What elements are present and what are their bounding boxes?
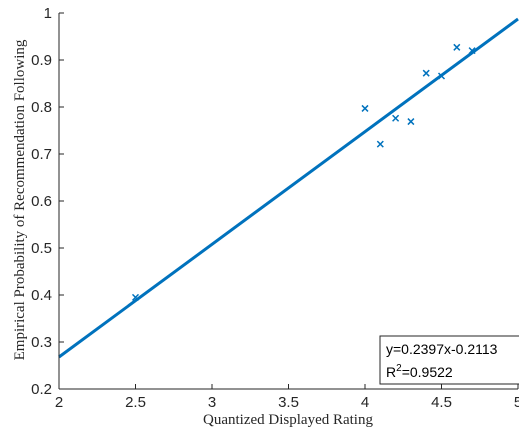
data-point <box>422 69 430 77</box>
y-tick-label: 0.7 <box>31 146 52 163</box>
fit-equation: y=0.2397x-0.2113 <box>386 341 498 357</box>
data-point <box>131 293 140 301</box>
x-tick-label: 4 <box>361 394 369 411</box>
fit-legend: y=0.2397x-0.2113 R2=0.9522 <box>379 335 519 385</box>
fit-line <box>58 17 519 359</box>
x-tick-label: 5 <box>514 394 519 411</box>
data-point <box>407 118 415 126</box>
x-axis-label: Quantized Displayed Rating <box>203 412 373 428</box>
x-tick-label: 3.5 <box>278 394 299 411</box>
x-tick-label: 4.5 <box>431 394 452 411</box>
y-axis-ticks: 0.2 0.3 0.4 0.5 0.6 0.7 0.8 0.9 1 <box>31 5 64 398</box>
data-point <box>437 72 446 80</box>
x-tick-label: 2 <box>55 394 63 411</box>
data-point <box>361 104 369 112</box>
data-point <box>392 114 400 122</box>
y-tick-label: 1 <box>44 5 52 22</box>
r-squared-value: =0.9522 <box>402 364 453 380</box>
y-tick-label: 0.5 <box>31 240 52 257</box>
y-tick-label: 0.9 <box>31 52 52 69</box>
data-point <box>468 47 476 55</box>
plot-area <box>58 17 519 359</box>
y-axis-label: Empirical Probability of Recommendation … <box>12 39 28 360</box>
y-tick-label: 0.6 <box>31 193 52 210</box>
r-superscript: 2 <box>396 363 402 374</box>
r-squared-label: R2=0.9522 <box>386 363 453 380</box>
x-tick-label: 3 <box>208 394 216 411</box>
y-tick-label: 0.3 <box>31 334 52 351</box>
data-point <box>453 43 461 51</box>
y-tick-label: 0.8 <box>31 99 52 116</box>
r-label: R <box>386 364 396 380</box>
y-tick-label: 0.2 <box>31 381 52 398</box>
x-axis-ticks: 2 2.5 3 3.5 4 4.5 5 <box>55 384 519 411</box>
x-tick-label: 2.5 <box>125 394 146 411</box>
y-tick-label: 0.4 <box>31 287 52 304</box>
data-point <box>376 140 384 148</box>
